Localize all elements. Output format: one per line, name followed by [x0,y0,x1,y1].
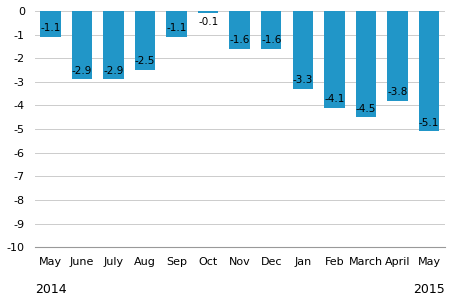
Text: 2015: 2015 [413,283,445,296]
Text: -2.5: -2.5 [135,56,155,66]
Bar [135,11,155,70]
Text: -1.1: -1.1 [40,23,61,34]
Bar [72,11,92,79]
Text: -1.6: -1.6 [230,35,250,45]
Text: -4.5: -4.5 [355,104,376,114]
Bar [355,11,376,117]
Bar [229,11,250,49]
Text: -4.1: -4.1 [324,94,345,104]
Bar [419,11,439,131]
Bar [324,11,345,108]
Text: -1.6: -1.6 [261,35,281,45]
Text: -2.9: -2.9 [72,66,92,76]
Bar [103,11,124,79]
Bar [40,11,61,37]
Text: -5.1: -5.1 [419,118,439,128]
Text: -3.3: -3.3 [292,76,313,85]
Text: -0.1: -0.1 [198,17,218,27]
Bar [166,11,187,37]
Text: 2014: 2014 [35,283,66,296]
Bar [387,11,408,101]
Bar [261,11,281,49]
Text: -3.8: -3.8 [387,87,408,97]
Text: -1.1: -1.1 [167,23,187,34]
Text: -2.9: -2.9 [104,66,123,76]
Bar [292,11,313,89]
Bar [198,11,218,13]
